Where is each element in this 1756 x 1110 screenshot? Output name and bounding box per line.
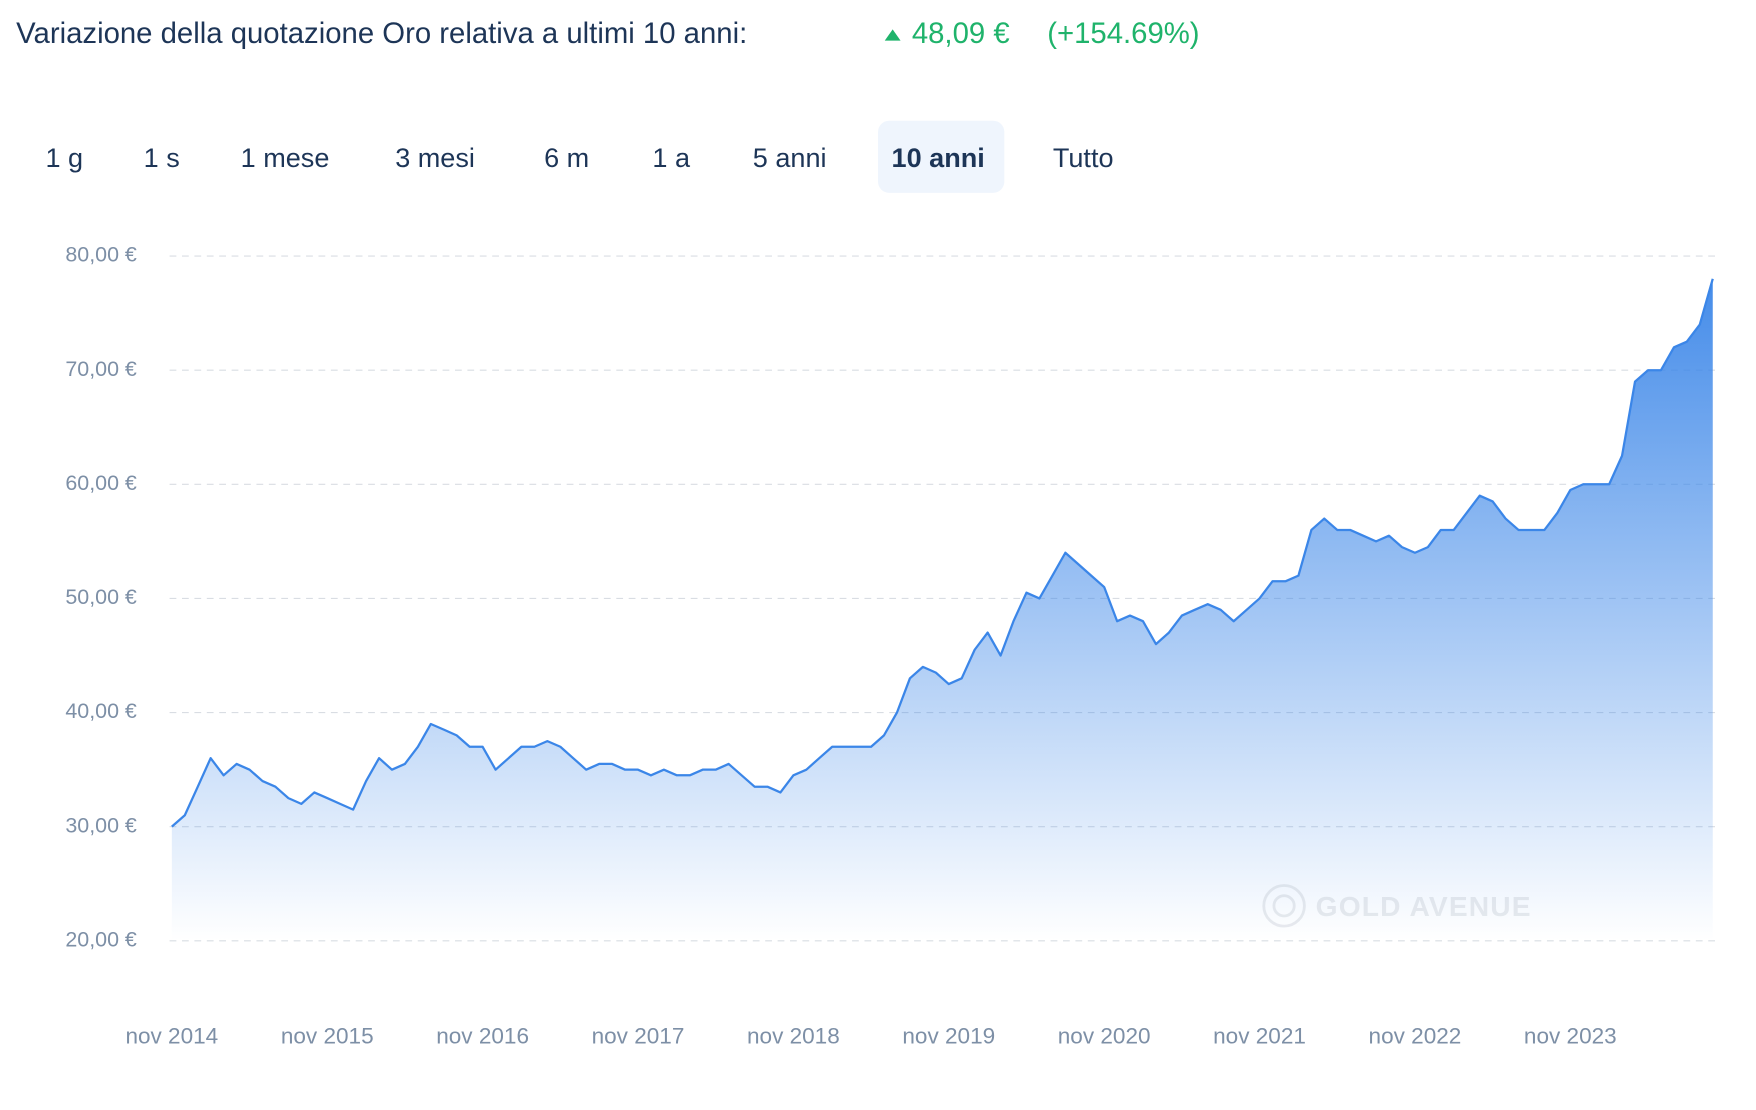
tab[interactable]: Tutto [1053, 142, 1114, 173]
tab[interactable]: 6 m [544, 142, 589, 173]
tab-active-bg [878, 120, 1005, 193]
tab[interactable]: 1 a [652, 142, 691, 173]
x-tick-label: nov 2017 [592, 1023, 685, 1048]
tab-bar: 1 g 1 s 1 mese 3 mesi 6 m 1 a 5 anni 10 anni Tut… [46, 120, 1114, 193]
x-tick-label: nov 2016 [436, 1023, 529, 1048]
watermark-logo [1272, 894, 1296, 918]
price-line [171, 278, 1714, 828]
tab[interactable]: 5 anni [753, 142, 827, 173]
plot [171, 278, 1714, 941]
y-tick-label: 60,00 € [65, 471, 137, 495]
header-title: Variazione della quotazione Oro relativa… [16, 17, 747, 50]
header-percent: (+154.69%) [1047, 17, 1199, 50]
watermark: GOLD AVENUE [1262, 884, 1532, 928]
watermark-text: GOLD AVENUE [1316, 890, 1532, 922]
x-tick-label: nov 2022 [1369, 1023, 1462, 1048]
y-tick-label: 40,00 € [65, 699, 137, 723]
x-tick-label: nov 2020 [1058, 1023, 1151, 1048]
tab[interactable]: 1 s [144, 142, 180, 173]
y-tick-label: 30,00 € [65, 813, 137, 837]
tab[interactable]: 10 anni [892, 142, 985, 173]
tab[interactable]: 1 mese [241, 142, 330, 173]
x-tick-label: nov 2015 [281, 1023, 374, 1048]
area-fill [171, 278, 1713, 941]
header-change: 48,09 € [912, 17, 1010, 50]
x-tick-label: nov 2018 [747, 1023, 840, 1048]
y-tick-label: 70,00 € [65, 357, 137, 381]
y-tick-label: 80,00 € [65, 243, 137, 267]
y-tick-label: 50,00 € [65, 585, 137, 609]
y-tick-label: 20,00 € [65, 927, 137, 951]
axes: 20,00 € 30,00 € 40,00 € 50,00 € 60,00 € 70,00… [65, 243, 1616, 1049]
up-icon [884, 29, 901, 41]
tab[interactable]: 3 mesi [395, 142, 475, 173]
x-tick-label: nov 2019 [902, 1023, 995, 1048]
watermark-logo [1262, 884, 1306, 928]
x-tick-label: nov 2021 [1213, 1023, 1306, 1048]
x-tick-label: nov 2014 [125, 1023, 218, 1048]
tab[interactable]: 1 g [46, 142, 84, 173]
x-tick-label: nov 2023 [1524, 1023, 1617, 1048]
